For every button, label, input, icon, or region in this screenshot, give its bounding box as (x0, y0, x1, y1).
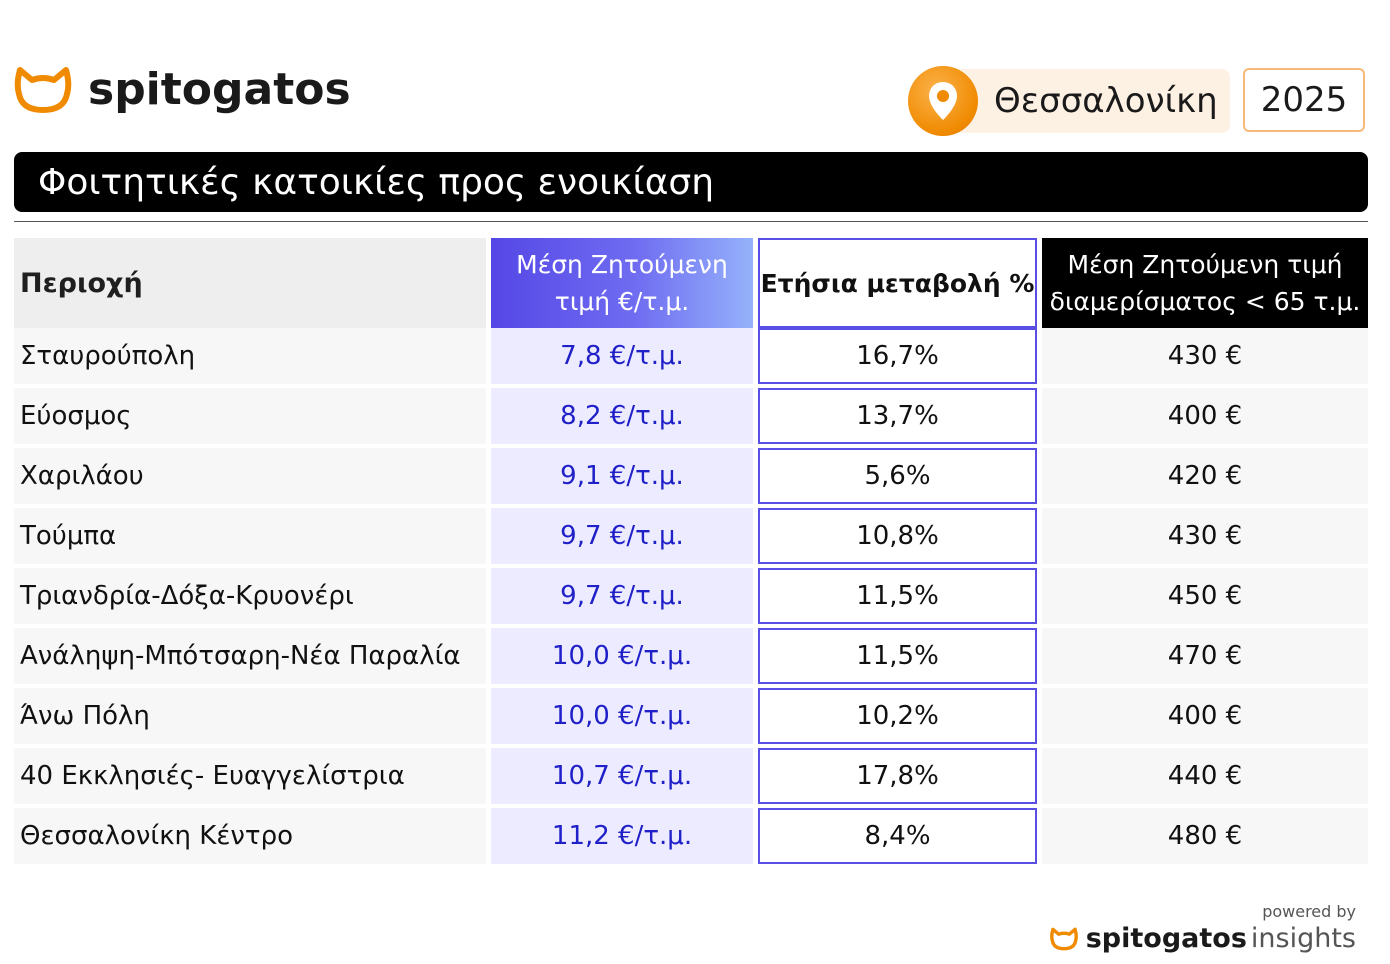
cell-area: Τούμπα (14, 508, 486, 564)
footer-brand: spitogatos insights (1049, 923, 1356, 954)
cat-head-icon (1049, 927, 1078, 950)
cell-price: 9,7 €/τ.μ. (491, 568, 753, 624)
header-price-line1: Μέση Ζητούμενη (516, 250, 728, 279)
table-row: Ανάληψη-Μπότσαρη-Νέα Παραλία 10,0 €/τ.μ. 1… (14, 628, 1368, 688)
cell-area: 40 Εκκλησιές- Ευαγγελίστρια (14, 748, 486, 804)
header-area: Περιοχή (14, 238, 486, 328)
cell-rent: 430 € (1042, 508, 1368, 564)
page-title: Φοιτητικές κατοικίες προς ενοικίαση (14, 152, 1368, 212)
table-row: Τριανδρία-Δόξα-Κρυονέρι 9,7 €/τ.μ. 11,5% 45… (14, 568, 1368, 628)
cell-rent: 430 € (1042, 328, 1368, 384)
header-price-line2: τιμή €/τ.μ. (554, 287, 690, 316)
brand-logo: spitogatos (14, 64, 351, 115)
map-pin-icon (908, 66, 978, 136)
cell-change: 10,2% (758, 688, 1037, 744)
table-row: Χαριλάου 9,1 €/τ.μ. 5,6% 420 € (14, 448, 1368, 508)
cell-rent: 480 € (1042, 808, 1368, 864)
cell-rent: 450 € (1042, 568, 1368, 624)
cell-price: 10,0 €/τ.μ. (491, 688, 753, 744)
header-price: Μέση Ζητούμενη τιμή €/τ.μ. (491, 238, 753, 328)
cell-change: 11,5% (758, 628, 1037, 684)
footer: powered by spitogatos insights (1049, 902, 1356, 954)
cell-change: 11,5% (758, 568, 1037, 624)
cell-price: 10,0 €/τ.μ. (491, 628, 753, 684)
cell-change: 5,6% (758, 448, 1037, 504)
cell-change: 10,8% (758, 508, 1037, 564)
table-row: Τούμπα 9,7 €/τ.μ. 10,8% 430 € (14, 508, 1368, 568)
divider (14, 221, 1368, 222)
cell-price: 10,7 €/τ.μ. (491, 748, 753, 804)
cell-change: 17,8% (758, 748, 1037, 804)
brand-name: spitogatos (88, 64, 351, 115)
table-row: Σταυρούπολη 7,8 €/τ.μ. 16,7% 430 € (14, 328, 1368, 388)
cell-area: Τριανδρία-Δόξα-Κρυονέρι (14, 568, 486, 624)
location-city: Θεσσαλονίκη (994, 81, 1218, 121)
cell-rent: 400 € (1042, 688, 1368, 744)
table-row: 40 Εκκλησιές- Ευαγγελίστρια 10,7 €/τ.μ. 17… (14, 748, 1368, 808)
cell-area: Θεσσαλονίκη Κέντρο (14, 808, 486, 864)
cell-price: 9,7 €/τ.μ. (491, 508, 753, 564)
footer-brand-name: spitogatos (1085, 923, 1247, 954)
cat-head-icon (14, 66, 72, 113)
rent-table: Περιοχή Μέση Ζητούμενη τιμή €/τ.μ. Ετήσια… (14, 238, 1368, 868)
cell-rent: 470 € (1042, 628, 1368, 684)
cell-change: 16,7% (758, 328, 1037, 384)
location-chip: Θεσσαλονίκη (908, 66, 1230, 136)
cell-change: 13,7% (758, 388, 1037, 444)
table-row: Θεσσαλονίκη Κέντρο 11,2 €/τ.μ. 8,4% 480 € (14, 808, 1368, 868)
header-rent-line2: διαμερίσματος < 65 τ.μ. (1049, 287, 1361, 316)
cell-area: Σταυρούπολη (14, 328, 486, 384)
table-header-row: Περιοχή Μέση Ζητούμενη τιμή €/τ.μ. Ετήσια… (14, 238, 1368, 328)
header-change: Ετήσια μεταβολή % (758, 238, 1037, 328)
cell-price: 11,2 €/τ.μ. (491, 808, 753, 864)
cell-area: Άνω Πόλη (14, 688, 486, 744)
table-row: Άνω Πόλη 10,0 €/τ.μ. 10,2% 400 € (14, 688, 1368, 748)
cell-rent: 440 € (1042, 748, 1368, 804)
cell-area: Εύοσμος (14, 388, 486, 444)
cell-area: Ανάληψη-Μπότσαρη-Νέα Παραλία (14, 628, 486, 684)
cell-price: 7,8 €/τ.μ. (491, 328, 753, 384)
table-row: Εύοσμος 8,2 €/τ.μ. 13,7% 400 € (14, 388, 1368, 448)
cell-price: 8,2 €/τ.μ. (491, 388, 753, 444)
cell-rent: 420 € (1042, 448, 1368, 504)
header-rent-line1: Μέση Ζητούμενη τιμή (1067, 250, 1343, 279)
cell-change: 8,4% (758, 808, 1037, 864)
footer-brand-suffix: insights (1250, 923, 1356, 954)
cell-price: 9,1 €/τ.μ. (491, 448, 753, 504)
powered-by-label: powered by (1262, 902, 1356, 921)
year-badge: 2025 (1243, 68, 1365, 132)
cell-area: Χαριλάου (14, 448, 486, 504)
cell-rent: 400 € (1042, 388, 1368, 444)
header-rent: Μέση Ζητούμενη τιμή διαμερίσματος < 65 τ.… (1042, 238, 1368, 328)
table-body: Σταυρούπολη 7,8 €/τ.μ. 16,7% 430 € Εύοσμος 8,… (14, 328, 1368, 868)
